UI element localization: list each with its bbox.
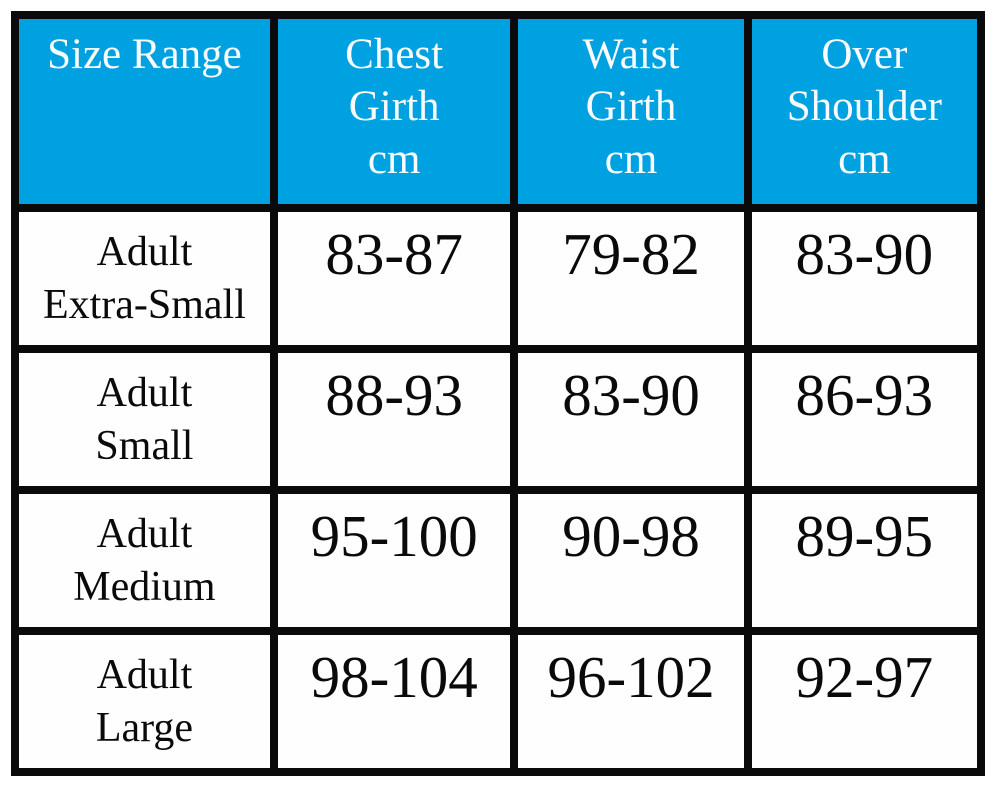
chest-girth-value: 83-87 — [269, 204, 519, 353]
header-over-shoulder: Over Shoulder cm — [743, 11, 986, 212]
size-chart-table: Size Range Chest Girth cm Waist Girth cm… — [11, 11, 986, 776]
size-chart-header-row: Size Range Chest Girth cm Waist Girth cm… — [11, 11, 986, 212]
size-label: Adult Large — [11, 627, 278, 776]
waist-girth-value: 96-102 — [510, 627, 752, 776]
chest-girth-value: 95-100 — [269, 486, 519, 635]
over-shoulder-value: 86-93 — [743, 345, 986, 494]
chest-girth-value: 98-104 — [269, 627, 519, 776]
table-row-adult-small: Adult Small 88-93 83-90 86-93 — [11, 345, 986, 494]
table-row-adult-large: Adult Large 98-104 96-102 92-97 — [11, 627, 986, 776]
over-shoulder-value: 83-90 — [743, 204, 986, 353]
size-label: Adult Extra-Small — [11, 204, 278, 353]
waist-girth-value: 83-90 — [510, 345, 752, 494]
over-shoulder-value: 92-97 — [743, 627, 986, 776]
chest-girth-value: 88-93 — [269, 345, 519, 494]
table-row-adult-medium: Adult Medium 95-100 90-98 89-95 — [11, 486, 986, 635]
header-chest-girth: Chest Girth cm — [269, 11, 519, 212]
table-row-adult-extra-small: Adult Extra-Small 83-87 79-82 83-90 — [11, 204, 986, 353]
size-label: Adult Small — [11, 345, 278, 494]
header-waist-girth: Waist Girth cm — [510, 11, 752, 212]
size-label: Adult Medium — [11, 486, 278, 635]
header-size-range: Size Range — [11, 11, 278, 212]
over-shoulder-value: 89-95 — [743, 486, 986, 635]
waist-girth-value: 79-82 — [510, 204, 752, 353]
waist-girth-value: 90-98 — [510, 486, 752, 635]
